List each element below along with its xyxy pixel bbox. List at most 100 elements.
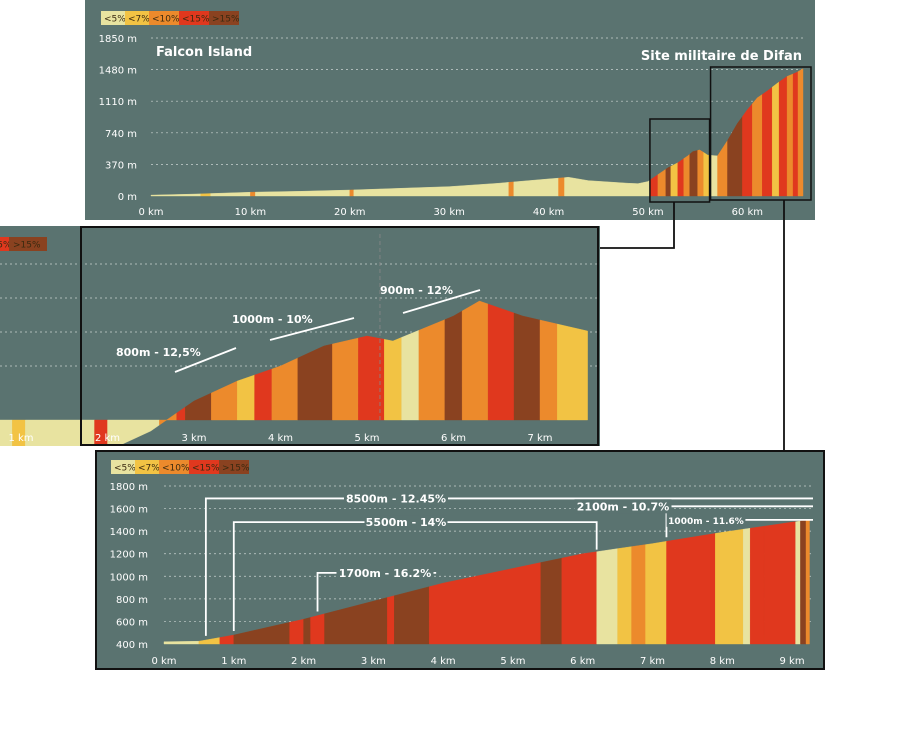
legend-swatch-gt15	[209, 11, 239, 25]
label-backdrop	[574, 499, 672, 514]
profile-segment-lt10	[461, 300, 489, 421]
y-tick-label: 1110 m	[99, 97, 137, 108]
profile-segment-gt15	[727, 115, 743, 197]
legend-swatch-lt10	[149, 11, 179, 25]
segment-annotation-line	[402, 289, 481, 314]
zoom-box-difan	[709, 66, 812, 201]
profile-segment-gt15	[800, 520, 807, 645]
legend-swatch-lt10	[159, 460, 189, 474]
x-tick-label: 50 km	[632, 207, 663, 218]
x-tick-label: 5 km	[500, 656, 525, 667]
legend-label: >15%	[222, 464, 250, 474]
legend-label: <7%	[138, 464, 160, 474]
profile-segment-lt15	[94, 419, 108, 446]
y-tick-label: 1200 m	[110, 550, 148, 561]
segment-annotation-label: 5500m - 14%	[366, 516, 447, 529]
profile-segment-lt7	[771, 81, 780, 197]
profile-segment-lt15	[310, 613, 325, 645]
segment-annotation-line	[174, 347, 237, 373]
profile-segment-lt10	[657, 168, 667, 197]
legend-label: >15%	[13, 241, 41, 251]
label-backdrop	[666, 512, 746, 527]
x-tick-label: 4 km	[268, 433, 293, 444]
profile-segment-lt5	[795, 520, 801, 645]
zoom-difan-chart: 400 m 600 m 800 m 1000 m 1200 m 1400 m 1600 m 1…	[95, 450, 825, 670]
profile-segment-lt7	[237, 374, 255, 421]
legend-label: <10%	[152, 15, 180, 25]
profile-segment-lt15	[742, 103, 753, 197]
profile-segment-gt15	[233, 622, 290, 645]
profile-segment-lt7	[617, 546, 632, 645]
x-tick-label: 20 km	[334, 207, 365, 218]
segment-annotation-label: 1700m - 16.2%	[339, 567, 431, 580]
profile-segment-lt15	[778, 76, 788, 197]
x-tick-label: 1 km	[8, 433, 33, 444]
profile-segment-gt15	[394, 586, 430, 645]
profile-segment-gt15	[185, 392, 212, 421]
profile-segment-lt10	[349, 189, 355, 197]
x-tick-label: 6 km	[441, 433, 466, 444]
profile-segment-lt15	[487, 303, 515, 421]
x-tick-label: 2 km	[95, 433, 120, 444]
y-tick-label: 1600 m	[110, 505, 148, 516]
profile-segment-lt7	[12, 419, 26, 446]
legend-label: <15%	[0, 241, 12, 251]
x-tick-label: 0 km	[138, 207, 163, 218]
profile-segment-lt15	[289, 618, 304, 645]
y-tick-label: 740 m	[105, 129, 137, 140]
profile-segment-lt5	[353, 182, 510, 197]
label-backdrop	[344, 491, 448, 506]
y-tick-label: 400 m	[116, 640, 148, 651]
profile-segment-lt5	[0, 419, 13, 446]
y-tick-label: 1000 m	[110, 572, 148, 583]
y-tick-label: 600 m	[116, 617, 148, 628]
profile-segment-lt10	[558, 177, 565, 197]
zoom-falcon-chart: 1 km 2 km 3 km 4 km 5 km 6 km 7 km <15%>15% 800m…	[0, 226, 600, 446]
profile-segment-gt15	[444, 310, 463, 421]
zoom-falcon-chart-panel: 1 km 2 km 3 km 4 km 5 km 6 km 7 km <15%>15% 800m…	[0, 226, 600, 446]
x-tick-label: 7 km	[640, 656, 665, 667]
x-tick-label: 5 km	[354, 433, 379, 444]
legend-label: <10%	[162, 464, 190, 474]
zoom-frame	[95, 450, 825, 670]
profile-segment-lt5	[255, 189, 351, 197]
profile-segment-lt5	[210, 191, 251, 197]
x-tick-label: 10 km	[235, 207, 266, 218]
x-tick-label: 1 km	[221, 656, 246, 667]
profile-segment-lt7	[715, 528, 744, 645]
profile-segment-lt7	[645, 541, 667, 645]
x-tick-label: 2 km	[291, 656, 316, 667]
profile-segment-lt5	[163, 640, 200, 645]
profile-segment-lt10	[211, 380, 238, 421]
profile-segment-lt10	[159, 412, 177, 426]
profile-segment-gt15	[324, 597, 388, 645]
legend-swatch-gt15	[9, 237, 47, 251]
y-tick-label: 1800 m	[110, 482, 148, 493]
profile-segment-lt15	[762, 86, 773, 197]
profile-segment-lt7	[670, 162, 679, 197]
profile-segment-lt10	[539, 319, 558, 421]
x-tick-label: 0 km	[151, 656, 176, 667]
start-label: Falcon Island	[156, 45, 252, 60]
profile-segment-lt7	[200, 193, 211, 197]
legend-swatch-gt15	[219, 460, 249, 474]
profile-segment-lt15	[176, 406, 186, 421]
y-tick-label: 1480 m	[99, 66, 137, 77]
label-backdrop	[336, 565, 434, 580]
profile-segment-lt7	[703, 152, 710, 197]
end-label: Site militaire de Difan	[641, 49, 802, 64]
profile-segment-gt15	[689, 150, 698, 197]
x-tick-label: 7 km	[527, 433, 552, 444]
profile-segment-lt7	[198, 637, 221, 645]
profile-segment-lt10	[797, 68, 804, 197]
profile-segment-lt15	[792, 71, 799, 197]
x-tick-label: 40 km	[533, 207, 564, 218]
profile-segment-lt15	[677, 158, 684, 197]
profile-segment-lt15	[387, 595, 395, 645]
x-tick-label: 4 km	[431, 656, 456, 667]
profile-segment-lt5	[596, 548, 618, 645]
profile-segment-gt15	[297, 343, 333, 421]
x-tick-label: 6 km	[570, 656, 595, 667]
profile-segment-gt15	[665, 165, 672, 197]
x-tick-label: 3 km	[181, 433, 206, 444]
